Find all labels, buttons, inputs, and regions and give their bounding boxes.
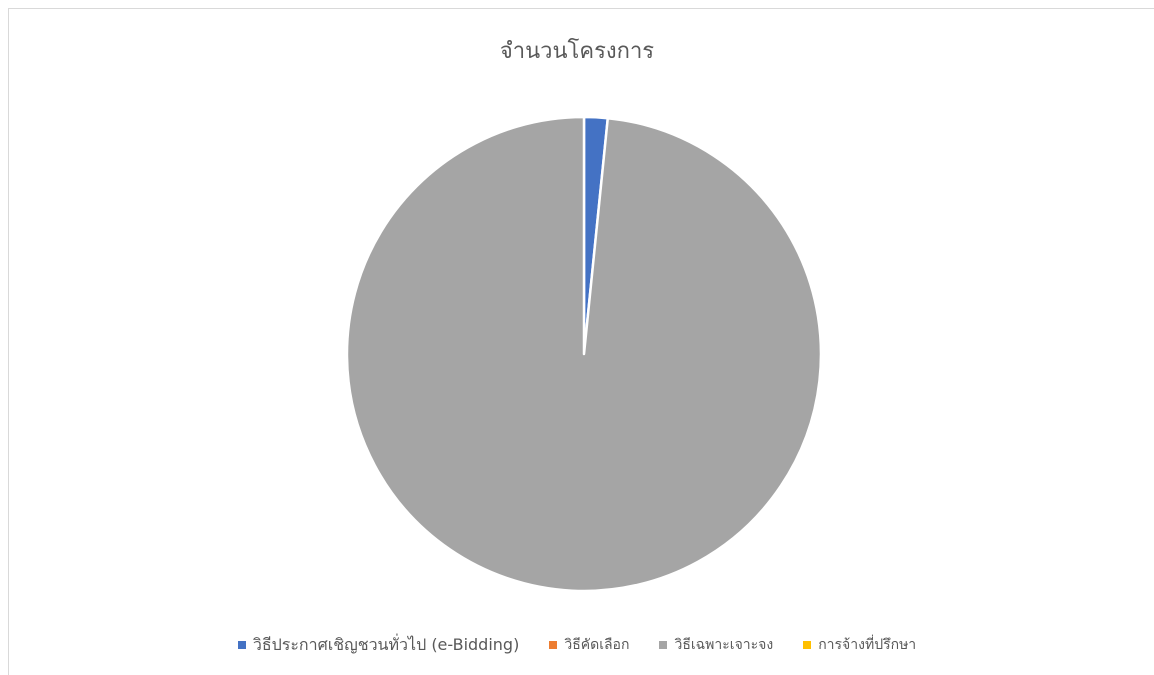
legend-item-e-bidding: วิธีประกาศเชิญชวนทั่วไป (e-Bidding) (237, 633, 520, 658)
legend-label-specific: วิธีเฉพาะเจาะจง (674, 637, 774, 653)
legend-swatch-consultant (803, 641, 812, 649)
legend-label-consultant: การจ้างที่ปรึกษา (818, 637, 917, 653)
legend-swatch-e-bidding (237, 641, 246, 649)
chart-title: จำนวนโครงการ (499, 39, 655, 64)
chart-legend: วิธีประกาศเชิญชวนทั่วไป (e-Bidding) วิธี… (0, 630, 1154, 660)
legend-label-selection: วิธีคัดเลือก (564, 637, 630, 653)
legend-item-consultant: การจ้างที่ปรึกษา (803, 634, 916, 656)
legend-swatch-selection (549, 641, 558, 649)
legend-label-e-bidding: วิธีประกาศเชิญชวนทั่วไป (e-Bidding) (252, 634, 520, 654)
legend-swatch-specific (659, 641, 668, 649)
pie-slice-specific (345, 115, 823, 593)
legend-item-specific: วิธีเฉพาะเจาะจง (659, 634, 773, 656)
legend-item-selection: วิธีคัดเลือก (549, 634, 629, 656)
